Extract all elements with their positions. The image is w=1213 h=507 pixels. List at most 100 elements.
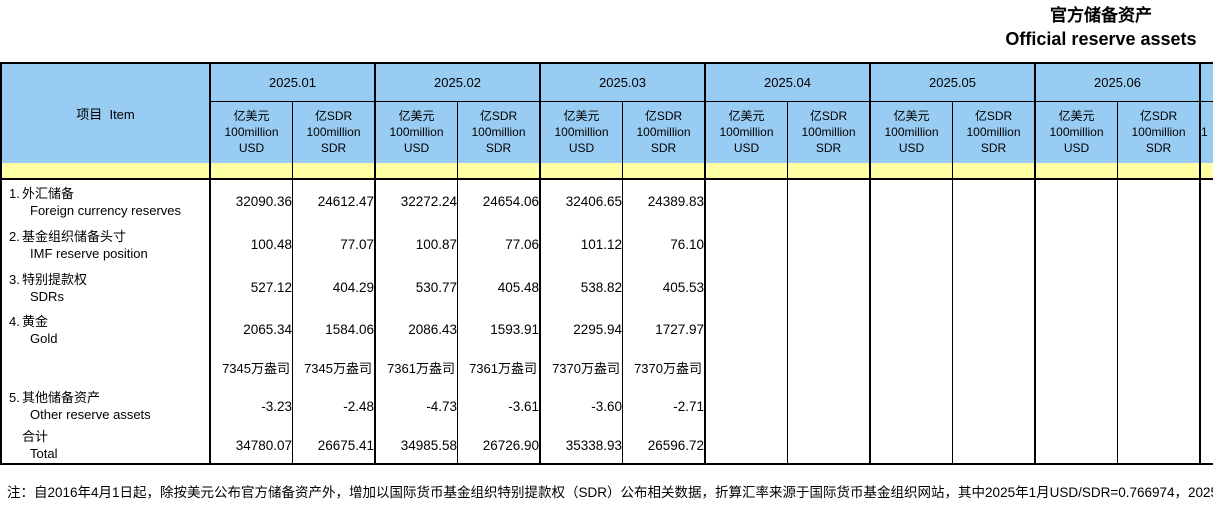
value-cell: [1034, 309, 1118, 350]
month-header-clipped: [1199, 62, 1213, 102]
month-header-2025-02: 2025.02: [374, 62, 540, 102]
unit-header-sdr: 亿SDR 100million SDR: [787, 101, 870, 163]
value-cell: [1199, 266, 1213, 309]
value-cell: [1034, 350, 1118, 385]
value-cell: 32272.24: [374, 179, 458, 223]
month-header-2025-04: 2025.04: [704, 62, 870, 102]
value-cell: [787, 179, 870, 223]
value-cell: 101.12: [539, 223, 623, 266]
value-cell: 1593.91: [457, 309, 540, 350]
value-cell: [1034, 385, 1118, 427]
band-cell: [539, 163, 623, 180]
value-cell: [952, 223, 1035, 266]
table-row-gold-ounces: 7345万盎司 7345万盎司 7361万盎司 7361万盎司 7370万盎司 …: [0, 350, 1213, 385]
row-label-zh: 合计: [22, 429, 49, 444]
table-row: 2. 基金组织储备头寸 IMF reserve position 100.48 7…: [0, 223, 1213, 266]
table-row: 3. 特别提款权 SDRs 527.12 404.29 530.77 405.48…: [0, 266, 1213, 309]
unit-header-usd: 亿美元 100million USD: [539, 101, 623, 163]
row-label-foreign-currency-reserves: 1. 外汇储备 Foreign currency reserves: [0, 179, 211, 223]
band-cell: [952, 163, 1035, 180]
value-cell: [704, 350, 788, 385]
row-number: 3.: [9, 271, 20, 287]
value-cell: 405.53: [622, 266, 705, 309]
value-cell: -3.61: [457, 385, 540, 427]
row-label-total: 合计 Total: [0, 427, 211, 465]
value-cell: [952, 309, 1035, 350]
value-cell: -3.60: [539, 385, 623, 427]
row-number: 1.: [9, 185, 20, 201]
value-cell: -4.73: [374, 385, 458, 427]
unit-header-clipped: 1: [1199, 101, 1213, 163]
unit-header-usd: 亿美元 100million USD: [1034, 101, 1118, 163]
value-cell: -2.48: [292, 385, 375, 427]
value-cell: 538.82: [539, 266, 623, 309]
item-column-header: 项目 Item: [0, 62, 211, 163]
month-header-2025-01: 2025.01: [209, 62, 375, 102]
value-cell: 35338.93: [539, 427, 623, 465]
band-cell: [209, 163, 293, 180]
value-cell: 26596.72: [622, 427, 705, 465]
value-cell: [1199, 223, 1213, 266]
value-cell: [869, 179, 953, 223]
row-label-gold: 4. 黄金 Gold: [0, 309, 211, 350]
row-number: 2.: [9, 228, 20, 244]
value-cell: 2086.43: [374, 309, 458, 350]
unit-header-usd: 亿美元 100million USD: [374, 101, 458, 163]
unit-header-sdr: 亿SDR 100million SDR: [292, 101, 375, 163]
value-cell: 1584.06: [292, 309, 375, 350]
value-cell: [1117, 427, 1200, 465]
value-cell: 77.07: [292, 223, 375, 266]
table-row-total: 合计 Total 34780.07 26675.41 34985.58 2672…: [0, 427, 1213, 465]
month-header-2025-03: 2025.03: [539, 62, 705, 102]
band-cell: [787, 163, 870, 180]
month-header-2025-05: 2025.05: [869, 62, 1035, 102]
value-cell: 7345万盎司: [292, 350, 375, 385]
value-cell: [869, 427, 953, 465]
value-cell: [869, 223, 953, 266]
value-cell: 530.77: [374, 266, 458, 309]
value-cell: 2295.94: [539, 309, 623, 350]
value-cell: 7345万盎司: [209, 350, 293, 385]
row-label-zh: 基金组织储备头寸: [22, 228, 127, 244]
value-cell: [787, 385, 870, 427]
value-cell: [1117, 385, 1200, 427]
row-label-other-reserve-assets: 5. 其他储备资产 Other reserve assets: [0, 385, 211, 427]
band-cell: [622, 163, 705, 180]
month-header-2025-06: 2025.06: [1034, 62, 1200, 102]
value-cell: [704, 385, 788, 427]
unit-header-sdr: 亿SDR 100million SDR: [457, 101, 540, 163]
page-title-zh: 官方储备资产: [1050, 6, 1152, 26]
value-cell: 24612.47: [292, 179, 375, 223]
value-cell: [1034, 179, 1118, 223]
unit-header-usd: 亿美元 100million USD: [209, 101, 293, 163]
value-cell: [869, 350, 953, 385]
value-cell: [787, 350, 870, 385]
row-number: 5.: [9, 390, 20, 405]
value-cell: [952, 385, 1035, 427]
unit-header-sdr: 亿SDR 100million SDR: [622, 101, 705, 163]
row-label-zh: 其他储备资产: [22, 390, 101, 405]
value-cell: [1117, 223, 1200, 266]
value-cell: -3.23: [209, 385, 293, 427]
row-label-en: Other reserve assets: [30, 407, 151, 422]
value-cell: 100.87: [374, 223, 458, 266]
value-cell: [787, 266, 870, 309]
footnote: 注：自2016年4月1日起，除按美元公布官方储备资产外，增加以国际货币基金组织特…: [7, 485, 1213, 500]
value-cell: 7370万盎司: [622, 350, 705, 385]
value-cell: [869, 385, 953, 427]
unit-header-usd: 亿美元 100million USD: [704, 101, 788, 163]
band-cell: [704, 163, 788, 180]
value-cell: 405.48: [457, 266, 540, 309]
value-cell: [1117, 179, 1200, 223]
value-cell: -2.71: [622, 385, 705, 427]
value-cell: [787, 223, 870, 266]
value-cell: [704, 223, 788, 266]
band-cell: [457, 163, 540, 180]
value-cell: 1727.97: [622, 309, 705, 350]
value-cell: 26726.90: [457, 427, 540, 465]
value-cell: [704, 266, 788, 309]
page-title: 官方储备资产 Official reserve assets: [989, 5, 1213, 51]
value-cell: [1034, 223, 1118, 266]
value-cell: 527.12: [209, 266, 293, 309]
band-cell: [1117, 163, 1200, 180]
